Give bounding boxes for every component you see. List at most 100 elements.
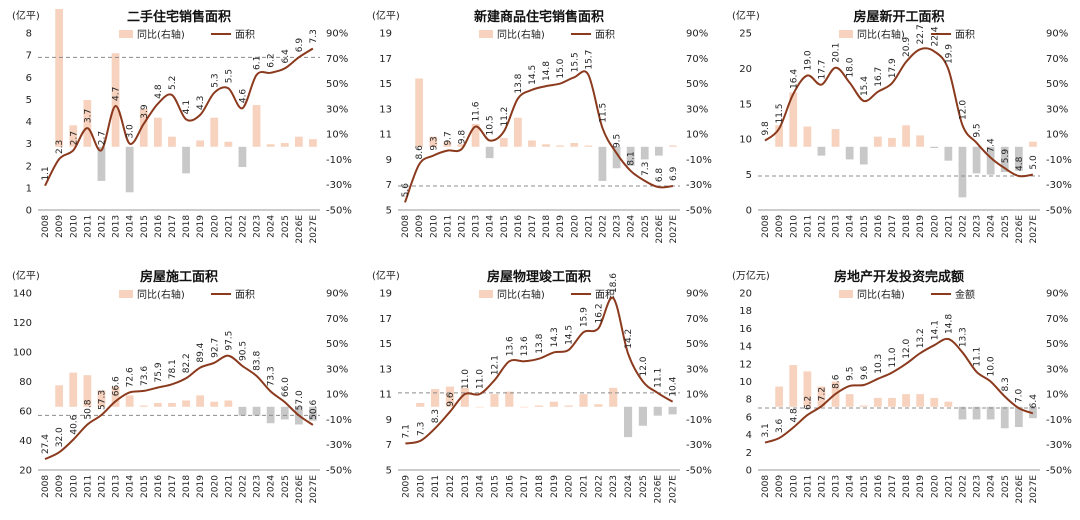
data-label: 14.1 xyxy=(930,320,940,340)
x-tick-label: 2025 xyxy=(281,215,291,238)
y2-tick-label: 10% xyxy=(326,130,348,141)
x-tick-label: 2027E xyxy=(309,215,319,244)
y2-tick-label: 90% xyxy=(1046,289,1068,300)
yoy-bar xyxy=(653,406,662,416)
yoy-bar xyxy=(594,404,603,407)
yoy-bar xyxy=(623,406,633,438)
x-tick-label: 2020 xyxy=(565,475,575,498)
x-tick-label: 2011 xyxy=(83,475,93,498)
x-tick-label: 2009 xyxy=(775,475,785,498)
y-tick-label: 11 xyxy=(379,130,392,141)
yoy-bar xyxy=(609,387,618,407)
x-tick-label: 2016 xyxy=(154,475,164,498)
y2-tick-label: 90% xyxy=(326,29,348,40)
legend-swatch-yoy xyxy=(839,290,853,298)
data-label: 14.5 xyxy=(528,65,538,85)
yoy-bar xyxy=(111,53,120,147)
yoy-bar xyxy=(210,401,219,407)
data-label: 11.0 xyxy=(476,369,486,389)
x-tick-label: 2010 xyxy=(789,475,799,498)
x-tick-label: 2022 xyxy=(598,215,608,238)
yoy-bar xyxy=(266,144,275,147)
yoy-bar xyxy=(638,406,647,426)
x-tick-label: 2008 xyxy=(401,215,411,238)
data-label: 66.0 xyxy=(281,377,291,397)
yoy-bar xyxy=(415,78,424,147)
x-tick-label: 2027E xyxy=(1029,215,1039,244)
data-label: 13.8 xyxy=(535,333,545,353)
x-tick-label: 2026E xyxy=(1015,475,1025,504)
x-tick-label: 2016 xyxy=(514,215,524,238)
y-tick-label: 40 xyxy=(19,436,32,447)
y-tick-label: 0 xyxy=(26,206,32,217)
x-tick-label: 2016 xyxy=(874,215,884,238)
x-tick-label: 2018 xyxy=(535,475,545,498)
data-label: 90.5 xyxy=(238,341,248,361)
data-label: 19.9 xyxy=(944,44,954,64)
y2-tick-label: -50% xyxy=(326,466,352,477)
yoy-bar xyxy=(958,406,967,420)
data-label: 20.9 xyxy=(902,37,912,57)
data-label: 22.4 xyxy=(930,26,940,46)
data-label: 15.4 xyxy=(860,76,870,96)
series-line xyxy=(764,47,1034,178)
yoy-bar xyxy=(153,117,162,147)
data-label: 14.3 xyxy=(550,327,560,347)
chart-completion-area: 房屋物理竣工面积(亿平)同比(右轴) 面积5791113151719-50%-30… xyxy=(372,269,712,504)
yoy-bar xyxy=(916,135,925,147)
data-label: 22.7 xyxy=(916,24,926,44)
series-line xyxy=(44,354,314,461)
data-label: 16.4 xyxy=(789,69,799,89)
y2-tick-label: 90% xyxy=(1046,29,1068,40)
y-tick-label: 10 xyxy=(739,135,752,146)
x-tick-label: 2018 xyxy=(182,215,192,238)
yoy-bar xyxy=(669,145,677,147)
data-label: 3.1 xyxy=(761,423,771,437)
x-tick-label: 2012 xyxy=(457,215,467,238)
yoy-bar xyxy=(431,389,440,407)
data-label: 18.6 xyxy=(609,273,619,293)
y2-tick-label: 90% xyxy=(686,289,708,300)
data-label: 1.1 xyxy=(41,166,51,180)
yoy-bar xyxy=(520,406,529,408)
yoy-bar xyxy=(499,137,508,147)
x-tick-label: 2024 xyxy=(987,215,997,238)
yoy-bar xyxy=(817,146,826,156)
y2-tick-label: -30% xyxy=(1046,180,1072,191)
y2-tick-label: 10% xyxy=(686,390,708,401)
y-tick-label: 5 xyxy=(26,95,32,106)
yoy-bar xyxy=(640,146,649,160)
x-tick-label: 2013 xyxy=(832,215,842,238)
data-label: 11.1 xyxy=(654,368,664,388)
y-tick-label: 17 xyxy=(379,314,392,325)
x-tick-label: 2015 xyxy=(500,215,510,238)
data-label: 50.8 xyxy=(83,399,93,419)
y2-tick-label: 70% xyxy=(326,54,348,65)
x-tick-label: 2025 xyxy=(1001,215,1011,238)
data-label: 15.9 xyxy=(579,307,589,327)
x-tick-label: 2015 xyxy=(491,475,501,498)
yoy-bar xyxy=(579,394,588,407)
data-label: 57.0 xyxy=(295,390,305,410)
yoy-bar xyxy=(475,406,484,408)
y2-tick-label: -10% xyxy=(686,155,712,166)
series-line xyxy=(44,47,314,187)
y-axis-unit: (亿平) xyxy=(12,9,40,22)
yoy-bar xyxy=(97,146,106,181)
x-tick-label: 2026E xyxy=(295,215,305,244)
x-tick-label: 2019 xyxy=(196,215,206,238)
y2-tick-label: 70% xyxy=(686,314,708,325)
yoy-bar xyxy=(280,142,289,147)
data-label: 72.6 xyxy=(126,367,136,387)
y-tick-label: 7 xyxy=(386,440,392,451)
data-label: 8.6 xyxy=(831,374,841,389)
yoy-bar xyxy=(252,406,261,416)
y-tick-label: 0 xyxy=(746,466,752,477)
yoy-bar xyxy=(570,142,579,147)
y2-tick-label: 90% xyxy=(326,289,348,300)
chart-construction-in-progress: 房屋施工面积 (亿平) 同比(右轴) 面积 20 40 60 80 100 120 140 -50% -… xyxy=(12,269,352,504)
y-tick-label: 16 xyxy=(739,324,752,335)
data-label: 9.5 xyxy=(613,134,623,148)
y-tick-label: 3 xyxy=(26,139,32,150)
data-label: 11.0 xyxy=(888,347,898,367)
